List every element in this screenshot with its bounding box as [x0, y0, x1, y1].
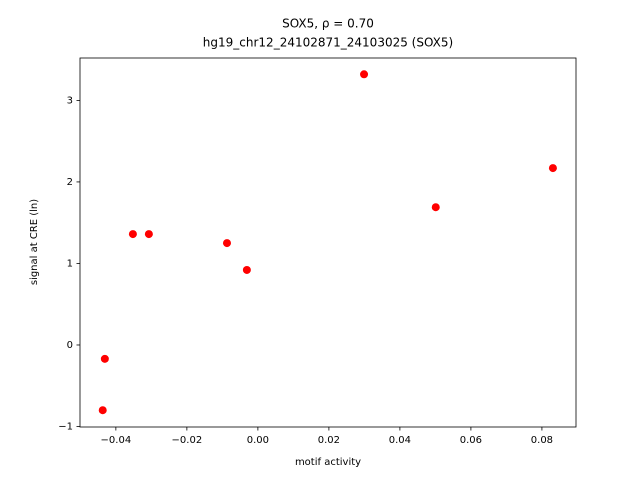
- x-tick-label: 0.00: [247, 435, 269, 446]
- y-tick-label: 0: [67, 340, 73, 351]
- point: [242, 265, 251, 274]
- point: [431, 203, 440, 212]
- plot-frame: [79, 57, 577, 428]
- x-tick-label: 0.04: [389, 435, 411, 446]
- x-axis-label: motif activity: [295, 457, 361, 468]
- point: [222, 239, 231, 248]
- x-tick-label: 0.06: [460, 435, 482, 446]
- point: [548, 164, 557, 173]
- point: [98, 406, 107, 415]
- y-tick-label: −1: [58, 422, 73, 433]
- y-tick-label: 3: [67, 95, 73, 106]
- y-axis-label: signal at CRE (ln): [29, 199, 40, 285]
- x-tick-label: 0.08: [531, 435, 553, 446]
- chart-title: SOX5, ρ = 0.70: [282, 17, 374, 31]
- point: [360, 70, 369, 79]
- x-tick-label: −0.04: [101, 435, 132, 446]
- y-tick-label: 2: [67, 177, 73, 188]
- point: [100, 354, 109, 363]
- chart-subtitle: hg19_chr12_24102871_24103025 (SOX5): [203, 36, 453, 50]
- y-tick-label: 1: [67, 258, 73, 269]
- x-tick-label: −0.02: [172, 435, 203, 446]
- point: [144, 230, 153, 239]
- point: [128, 230, 137, 239]
- x-tick-label: 0.02: [318, 435, 340, 446]
